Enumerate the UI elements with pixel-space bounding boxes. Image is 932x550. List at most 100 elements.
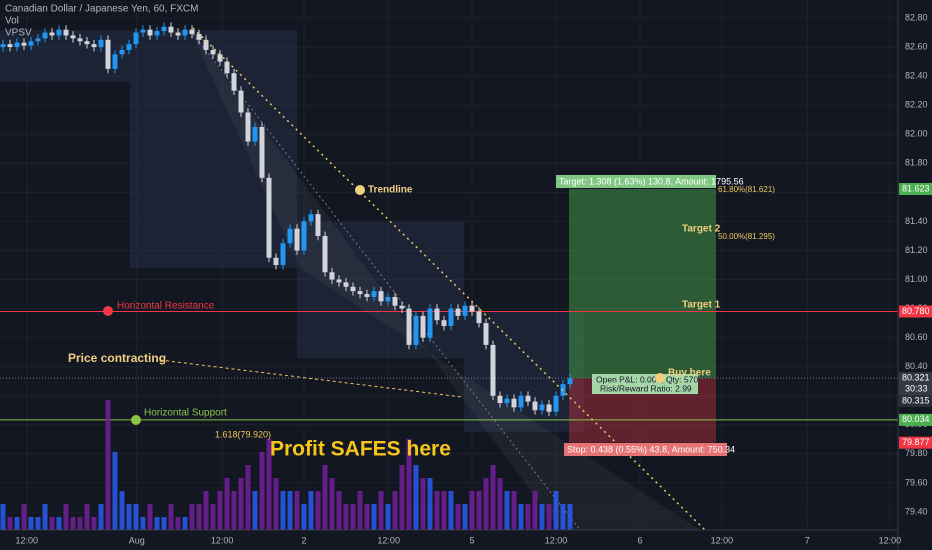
candle-body — [490, 344, 496, 396]
volume-bar — [413, 465, 419, 530]
volume-bar — [378, 491, 384, 530]
y-tick-label: 82.00 — [905, 129, 928, 139]
volume-bar — [42, 504, 48, 530]
candle-body — [301, 221, 307, 251]
candle-body — [14, 42, 20, 48]
y-tick-label: 81.80 — [905, 158, 928, 168]
candle-body — [483, 323, 489, 345]
volume — [0, 400, 573, 530]
volume-bar — [406, 439, 412, 530]
price-tag-label: 80.321 — [902, 373, 930, 383]
pnl-box — [592, 374, 698, 394]
fib618-label: 61.80%(81.621) — [718, 185, 775, 194]
y-tick-label: 82.60 — [905, 41, 928, 51]
volume-bar — [287, 491, 293, 530]
volume-bar — [385, 504, 391, 530]
y-tick-label: 81.40 — [905, 216, 928, 226]
price-tag — [899, 413, 932, 426]
candle-body — [7, 44, 13, 48]
volume-bar — [336, 491, 342, 530]
volume-bar — [210, 504, 216, 530]
candle-body — [42, 32, 48, 39]
candle-body — [525, 395, 531, 402]
volume-bar — [14, 517, 20, 530]
volume-bar — [280, 491, 286, 530]
volume-bar — [399, 465, 405, 530]
candle-body — [49, 32, 55, 36]
price-tag-label: 80.780 — [902, 306, 930, 316]
contracting-arrow — [159, 359, 463, 398]
volume-bar — [462, 504, 468, 530]
candle-body — [511, 398, 517, 408]
candle-body — [105, 39, 111, 69]
target-zone — [569, 189, 716, 379]
volume-bar — [7, 517, 13, 530]
volume-bar — [140, 517, 146, 530]
volume-bar — [525, 504, 531, 530]
support-label: Horizontal Support — [144, 408, 227, 419]
volume-bar — [567, 504, 573, 530]
candle-body — [448, 308, 454, 327]
candle-body — [504, 398, 510, 404]
volume-bar — [217, 491, 223, 530]
volume-bar — [301, 504, 307, 530]
candle-body — [77, 38, 83, 42]
target-label: Target: 1.308 (1.63%) 130.8, Amount: 179… — [559, 176, 744, 186]
volume-bar — [371, 504, 377, 530]
pnl-label: Open P&L: 0.000, Qty: 570 — [596, 374, 698, 384]
volume-bar — [154, 517, 160, 530]
price-tag — [899, 436, 932, 449]
candle-body — [35, 38, 41, 42]
volume-bar — [497, 478, 503, 530]
volume-bar — [56, 517, 62, 530]
candle-body — [392, 296, 398, 306]
candle-body — [399, 305, 405, 309]
candle-body — [231, 73, 237, 91]
price-tag-label: 79.877 — [902, 437, 930, 447]
price-tag — [899, 372, 932, 385]
x-tick-label: Aug — [129, 535, 145, 545]
x-tick-label: 12:00 — [377, 535, 400, 545]
y-tick-label: 82.20 — [905, 100, 928, 110]
volume-bar — [392, 491, 398, 530]
candle-body — [70, 35, 76, 39]
volume-bar — [245, 465, 251, 530]
stop-box — [564, 443, 727, 456]
price-tag-label: 80.034 — [902, 414, 930, 424]
candle-body — [266, 177, 272, 258]
candle-body — [245, 112, 251, 142]
candle-body — [238, 90, 244, 113]
volume-bar — [168, 504, 174, 530]
volume-bar — [196, 504, 202, 530]
candle-body — [413, 315, 419, 345]
candle-body — [497, 395, 503, 404]
volume-bar — [364, 504, 370, 530]
candle-body — [56, 29, 62, 36]
candle-body — [476, 311, 482, 324]
y-tick-label: 79.60 — [905, 477, 928, 487]
volume-bar — [532, 491, 538, 530]
candle-body — [553, 395, 559, 412]
fib50-label: 50.00%(81.295) — [718, 232, 775, 241]
candle-body — [371, 291, 377, 297]
target2-label: Target 2 — [682, 224, 721, 235]
trendline-dot — [355, 185, 365, 195]
volume-bar — [518, 504, 524, 530]
volume-bar — [231, 491, 237, 530]
contracting-label: Price contracting — [68, 351, 166, 365]
candle-body — [336, 279, 342, 283]
volume-bar — [427, 478, 433, 530]
volume-bar — [448, 491, 454, 530]
trendline-label: Trendline — [368, 185, 413, 196]
price-tag — [899, 183, 932, 196]
volume-bar — [63, 504, 69, 530]
volume-bar — [329, 478, 335, 530]
indicator-label: VPSV — [5, 28, 32, 39]
volume-bar — [441, 491, 447, 530]
volume-bar — [147, 504, 153, 530]
y-tick-label: 82.80 — [905, 12, 928, 22]
volume-bar — [28, 517, 34, 530]
chart-title: Canadian Dollar / Japanese Yen, 60, FXCM — [5, 4, 198, 15]
